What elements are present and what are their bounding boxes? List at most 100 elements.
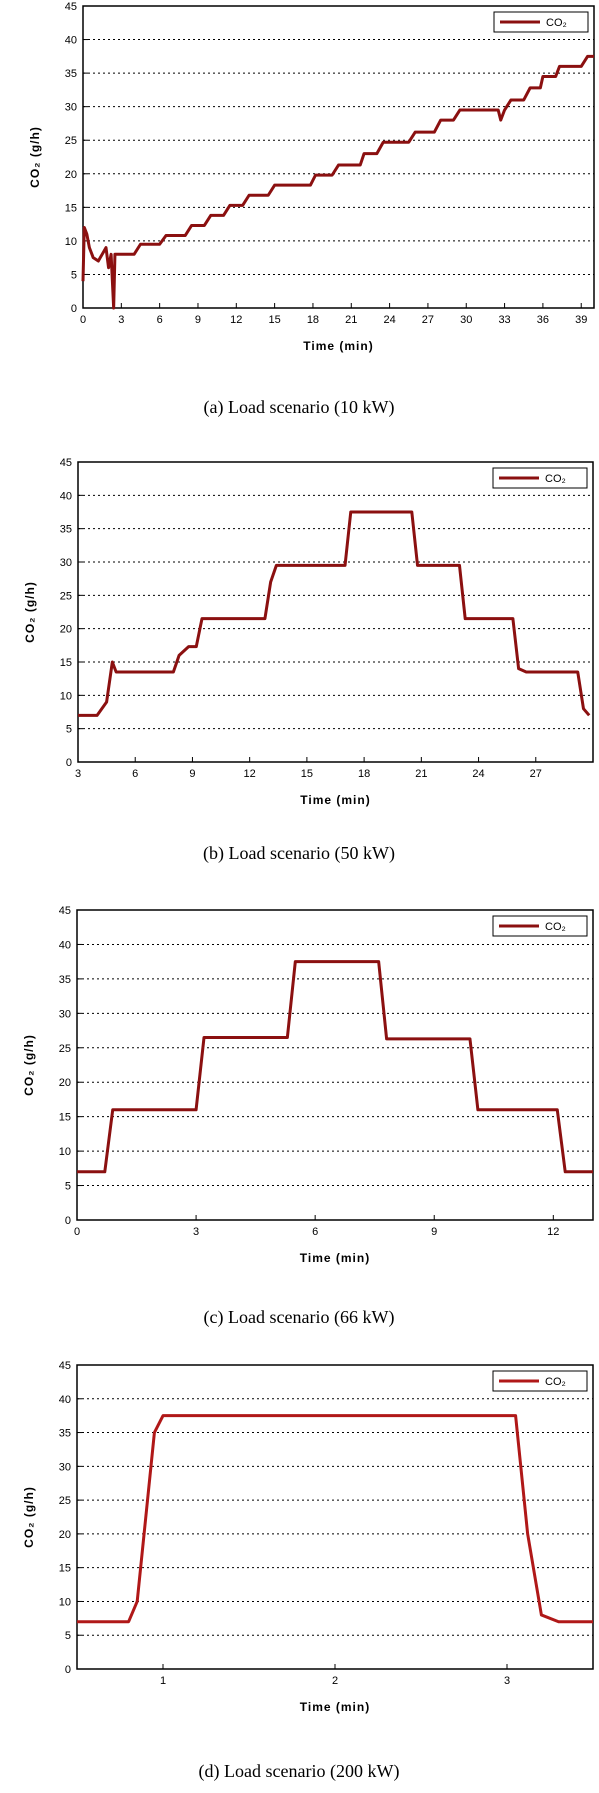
y-tick-label: 0 <box>65 1215 71 1227</box>
y-tick-label: 45 <box>59 905 71 917</box>
y-tick-label: 25 <box>59 1495 71 1507</box>
x-tick-label: 12 <box>230 314 242 326</box>
x-tick-label: 3 <box>193 1226 199 1238</box>
y-tick-label: 5 <box>65 1630 71 1642</box>
y-tick-label: 15 <box>65 202 77 214</box>
x-axis-label: Time (min) <box>300 1700 370 1714</box>
y-tick-label: 25 <box>59 1043 71 1055</box>
x-tick-label: 18 <box>358 768 370 780</box>
legend-label: CO₂ <box>545 473 566 485</box>
x-tick-label: 1 <box>160 1675 166 1687</box>
legend-box <box>492 1370 588 1392</box>
x-axis-label: Time (min) <box>303 339 373 353</box>
x-tick-label: 0 <box>74 1226 80 1238</box>
y-tick-label: 15 <box>59 1563 71 1575</box>
caption: (b) Load scenario (50 kW) <box>203 843 395 864</box>
legend-label: CO₂ <box>546 17 567 29</box>
x-tick-label: 24 <box>383 314 395 326</box>
y-tick-label: 45 <box>59 1360 71 1372</box>
data-line <box>77 960 593 1174</box>
y-tick-label: 40 <box>59 1394 71 1406</box>
y-tick-label: 15 <box>59 1112 71 1124</box>
y-tick-label: 30 <box>59 1008 71 1020</box>
y-tick-label: 30 <box>59 1461 71 1473</box>
x-axis-label: Time (min) <box>300 793 370 807</box>
y-tick-label: 45 <box>60 457 72 469</box>
y-tick-label: 0 <box>65 1664 71 1676</box>
y-tick-label: 35 <box>60 524 72 536</box>
y-tick-label: 20 <box>59 1077 71 1089</box>
x-axis-label: Time (min) <box>300 1251 370 1265</box>
y-tick-label: 25 <box>60 590 72 602</box>
y-tick-label: 45 <box>65 1 77 13</box>
data-line <box>78 510 591 717</box>
y-tick-label: 40 <box>65 35 77 47</box>
data-line <box>81 54 594 310</box>
x-tick-label: 12 <box>244 768 256 780</box>
y-tick-label: 5 <box>65 1181 71 1193</box>
y-tick-label: 10 <box>59 1596 71 1608</box>
y-tick-label: 20 <box>60 624 72 636</box>
x-tick-label: 9 <box>431 1226 437 1238</box>
y-tick-label: 35 <box>59 1428 71 1440</box>
x-tick-label: 9 <box>195 314 201 326</box>
y-axis-label: CO₂ (g/h) <box>28 126 42 188</box>
y-tick-label: 10 <box>60 690 72 702</box>
x-tick-label: 27 <box>422 314 434 326</box>
plot-frame <box>77 461 594 763</box>
y-tick-label: 5 <box>71 269 77 281</box>
x-tick-label: 15 <box>269 314 281 326</box>
x-tick-label: 24 <box>472 768 484 780</box>
caption: (d) Load scenario (200 kW) <box>199 1761 400 1782</box>
y-axis-label: CO₂ (g/h) <box>22 1034 36 1096</box>
legend-box <box>493 11 589 33</box>
x-tick-label: 6 <box>132 768 138 780</box>
y-axis-label: CO₂ (g/h) <box>22 1486 36 1548</box>
data-line <box>77 1414 593 1624</box>
y-tick-label: 20 <box>65 169 77 181</box>
plot-frame <box>82 5 595 309</box>
x-tick-label: 6 <box>157 314 163 326</box>
y-tick-label: 30 <box>60 557 72 569</box>
legend-box <box>492 915 588 937</box>
x-tick-label: 3 <box>75 768 81 780</box>
x-tick-label: 30 <box>460 314 472 326</box>
x-tick-label: 2 <box>332 1675 338 1687</box>
legend-box <box>492 467 588 489</box>
x-tick-label: 21 <box>345 314 357 326</box>
y-tick-label: 20 <box>59 1529 71 1541</box>
x-tick-label: 3 <box>504 1675 510 1687</box>
x-tick-label: 0 <box>80 314 86 326</box>
x-tick-label: 27 <box>530 768 542 780</box>
x-tick-label: 18 <box>307 314 319 326</box>
y-tick-label: 10 <box>65 236 77 248</box>
x-tick-label: 21 <box>415 768 427 780</box>
x-tick-label: 12 <box>547 1226 559 1238</box>
y-tick-label: 15 <box>60 657 72 669</box>
y-tick-label: 35 <box>59 974 71 986</box>
y-axis-label: CO₂ (g/h) <box>23 581 37 643</box>
x-tick-label: 3 <box>118 314 124 326</box>
x-tick-label: 15 <box>301 768 313 780</box>
x-tick-label: 36 <box>537 314 549 326</box>
y-tick-label: 40 <box>59 939 71 951</box>
x-tick-label: 6 <box>312 1226 318 1238</box>
y-tick-label: 10 <box>59 1146 71 1158</box>
y-tick-label: 0 <box>66 757 72 769</box>
x-tick-label: 33 <box>498 314 510 326</box>
plot-frame <box>76 909 594 1221</box>
caption: (c) Load scenario (66 kW) <box>204 1307 395 1328</box>
y-tick-label: 35 <box>65 68 77 80</box>
legend-label: CO₂ <box>545 1376 566 1388</box>
legend-label: CO₂ <box>545 921 566 933</box>
plot-frame <box>76 1364 594 1670</box>
y-tick-label: 0 <box>71 303 77 315</box>
y-tick-label: 5 <box>66 724 72 736</box>
y-tick-label: 40 <box>60 490 72 502</box>
y-tick-label: 30 <box>65 102 77 114</box>
x-tick-label: 9 <box>189 768 195 780</box>
caption: (a) Load scenario (10 kW) <box>204 397 395 418</box>
y-tick-label: 25 <box>65 135 77 147</box>
x-tick-label: 39 <box>575 314 587 326</box>
